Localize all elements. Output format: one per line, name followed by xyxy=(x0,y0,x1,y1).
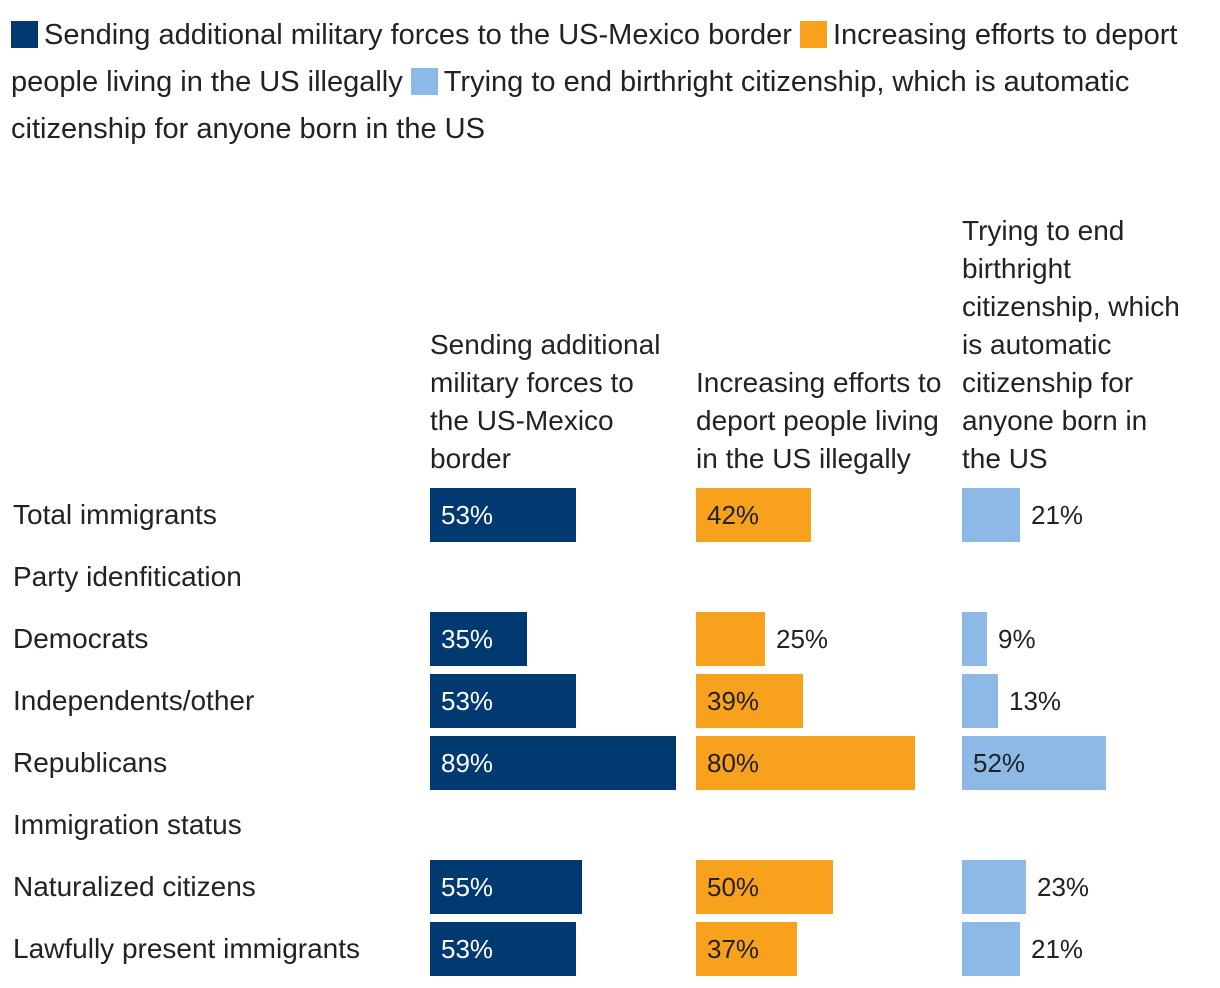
data-label: 53% xyxy=(441,686,494,716)
data-label: 35% xyxy=(441,624,494,654)
data-label: 50% xyxy=(707,872,760,902)
data-label: 52% xyxy=(973,748,1026,778)
bar xyxy=(962,922,1020,976)
bar xyxy=(696,736,915,790)
bar xyxy=(962,612,987,666)
data-label: 89% xyxy=(441,748,494,778)
data-label: 21% xyxy=(1031,934,1084,964)
legend-label: Trying to end birthright citizenship, wh… xyxy=(11,66,1130,145)
row-label: Immigration status xyxy=(13,809,242,840)
row-label: Independents/other xyxy=(13,685,255,716)
data-label: 55% xyxy=(441,872,494,902)
legend-swatch xyxy=(410,68,438,95)
data-label: 53% xyxy=(441,934,494,964)
legend-item: Increasing efforts to deport people livi… xyxy=(11,19,1177,98)
bar xyxy=(430,674,576,728)
data-label: 25% xyxy=(776,624,829,654)
legend-label: Increasing efforts to deport people livi… xyxy=(11,19,1178,98)
row-label: Total immigrants xyxy=(13,499,217,530)
data-label: 13% xyxy=(1009,686,1062,716)
bar xyxy=(430,922,576,976)
data-label: 21% xyxy=(1031,500,1084,530)
bar xyxy=(430,860,582,914)
bar xyxy=(430,612,527,666)
data-label: 53% xyxy=(441,500,494,530)
column-header: Sending additional military forces to th… xyxy=(430,329,661,474)
bar xyxy=(696,922,797,976)
data-label: 23% xyxy=(1037,872,1090,902)
legend-swatch xyxy=(799,21,827,48)
data-label: 9% xyxy=(998,624,1036,654)
row-label: Republicans xyxy=(13,747,168,778)
row-label: Lawfully present immigrants xyxy=(13,933,361,964)
data-label: 80% xyxy=(707,748,760,778)
bar xyxy=(430,488,576,542)
bar xyxy=(962,860,1026,914)
legend-swatch xyxy=(11,21,38,48)
bar xyxy=(696,860,833,914)
column-header: Increasing efforts to deport people livi… xyxy=(696,367,942,474)
bar xyxy=(430,736,676,790)
data-label: 39% xyxy=(707,686,760,716)
bar xyxy=(962,736,1106,790)
legend-label: Sending additional military forces to th… xyxy=(44,19,792,51)
legend-item: Sending additional military forces to th… xyxy=(11,19,800,51)
data-label: 42% xyxy=(707,500,760,530)
legend-item: Trying to end birthright citizenship, wh… xyxy=(11,66,1129,145)
column-header: Trying to end birthright citizenship, wh… xyxy=(962,215,1180,474)
row-label: Democrats xyxy=(13,623,149,654)
bar xyxy=(962,674,998,728)
bar xyxy=(696,488,811,542)
bar xyxy=(962,488,1020,542)
row-label: Party idenfitication xyxy=(13,561,242,592)
legend: Sending additional military forces to th… xyxy=(11,12,1206,153)
bar xyxy=(696,674,803,728)
row-label: Naturalized citizens xyxy=(13,871,256,902)
bar xyxy=(696,612,765,666)
data-label: 37% xyxy=(707,934,760,964)
